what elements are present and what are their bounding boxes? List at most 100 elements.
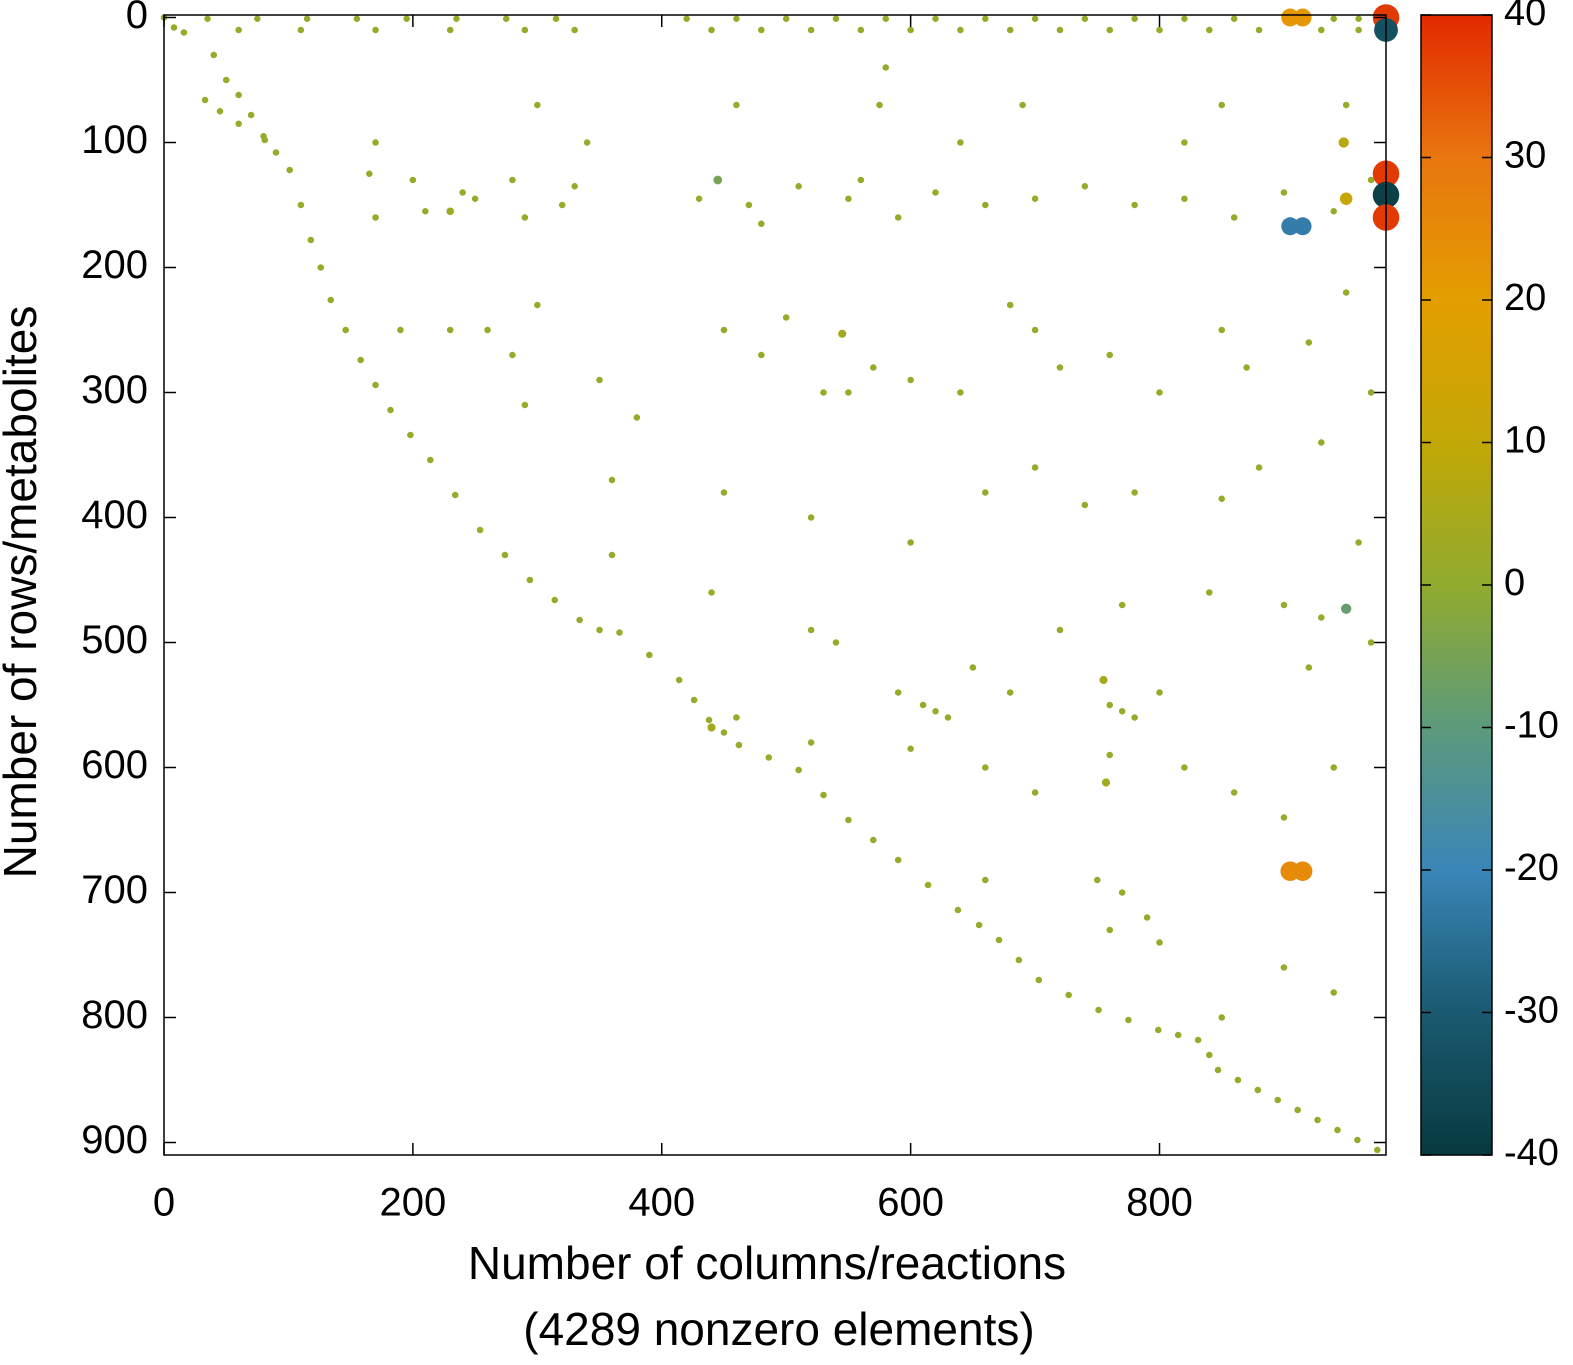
nonzero-element	[982, 15, 989, 23]
nonzero-element	[982, 764, 989, 771]
nonzero-element	[1206, 26, 1213, 34]
nonzero-element	[1280, 964, 1288, 971]
nonzero-element	[272, 149, 280, 156]
nonzero-element	[1031, 464, 1039, 471]
nonzero-element	[342, 326, 349, 334]
nonzero-element	[713, 175, 723, 185]
nonzero-element	[707, 723, 716, 732]
nonzero-element	[1106, 26, 1114, 34]
nonzero-element	[1101, 778, 1111, 787]
nonzero-element	[708, 26, 715, 34]
nonzero-element	[708, 589, 715, 596]
nonzero-element	[1031, 789, 1039, 796]
nonzero-element	[969, 664, 977, 671]
nonzero-element	[733, 15, 740, 23]
nonzero-element	[1367, 389, 1375, 396]
nonzero-element	[210, 51, 218, 59]
colorbar-tick-label: 20	[1504, 277, 1546, 319]
nonzero-element	[509, 351, 516, 359]
nonzero-element	[1156, 389, 1163, 396]
nonzero-element	[1234, 1076, 1242, 1084]
nonzero-element	[1081, 182, 1089, 190]
nonzero-element	[1280, 814, 1288, 821]
nonzero-element	[1338, 137, 1349, 148]
nonzero-element	[1243, 364, 1250, 371]
nonzero-element	[1342, 289, 1350, 296]
nonzero-element	[1255, 464, 1263, 471]
nonzero-element	[1181, 15, 1188, 23]
nonzero-element	[576, 616, 583, 624]
nonzero-element	[1081, 501, 1089, 509]
x-tick-label: 0	[153, 1181, 175, 1225]
nonzero-element	[646, 651, 653, 659]
nonzero-element	[235, 120, 242, 128]
nonzero-element	[1006, 301, 1014, 309]
nonzero-element	[957, 26, 964, 34]
colorbar-tick-label: 0	[1504, 562, 1525, 604]
nonzero-element	[409, 176, 417, 184]
nonzero-element	[204, 15, 211, 23]
nonzero-element	[975, 921, 983, 929]
nonzero-element	[534, 101, 541, 109]
nonzero-element	[907, 376, 914, 384]
nonzero-element	[1218, 326, 1226, 334]
nonzero-element	[476, 526, 484, 534]
y-tick-label: 700	[81, 868, 148, 912]
nonzero-element	[1318, 26, 1325, 34]
nonzero-element	[857, 176, 865, 184]
nonzero-element	[1334, 1126, 1341, 1134]
nonzero-element	[733, 714, 740, 721]
nonzero-element	[807, 26, 815, 34]
nonzero-element	[372, 214, 379, 221]
nonzero-element	[1206, 589, 1213, 596]
nonzero-element	[1294, 1106, 1301, 1114]
nonzero-element	[954, 906, 962, 914]
nonzero-element	[366, 170, 373, 178]
colorbar-tick-label: -20	[1504, 847, 1559, 889]
nonzero-element	[1143, 914, 1151, 921]
nonzero-element	[1318, 439, 1325, 446]
nonzero-element	[758, 351, 765, 359]
nonzero-element	[201, 96, 209, 104]
nonzero-element	[907, 26, 914, 34]
nonzero-element	[387, 406, 394, 414]
nonzero-element	[552, 15, 560, 23]
nonzero-element	[957, 139, 964, 146]
nonzero-element	[583, 139, 591, 146]
colorbar	[1420, 14, 1493, 1156]
nonzero-element	[222, 76, 230, 84]
nonzero-element	[838, 329, 847, 338]
nonzero-element	[501, 551, 509, 559]
nonzero-element	[216, 107, 224, 115]
nonzero-element	[571, 182, 578, 190]
nonzero-element	[758, 220, 765, 228]
nonzero-element	[845, 816, 852, 824]
nonzero-element	[247, 111, 255, 119]
nonzero-element	[1174, 1031, 1182, 1039]
colorbar-tick-label: 30	[1504, 135, 1546, 177]
colorbar-tick-label: 10	[1504, 420, 1546, 462]
nonzero-element	[995, 936, 1003, 944]
nonzero-element	[1342, 101, 1350, 109]
nonzero-element	[924, 881, 932, 889]
x-tick-label: 400	[628, 1181, 695, 1225]
nonzero-element	[1206, 1051, 1213, 1059]
nonzero-element	[1314, 1116, 1321, 1124]
nonzero-element	[705, 716, 713, 724]
nonzero-element	[1081, 15, 1089, 23]
nonzero-element	[1218, 1014, 1226, 1021]
nonzero-element	[1015, 956, 1023, 964]
nonzero-element	[422, 207, 429, 215]
nonzero-element	[944, 714, 952, 721]
nonzero-element	[170, 24, 178, 31]
y-tick-label: 600	[81, 743, 148, 787]
nonzero-element	[795, 766, 802, 774]
nonzero-element	[1339, 192, 1353, 205]
nonzero-element	[1031, 195, 1039, 203]
nonzero-element	[1218, 101, 1226, 109]
nonzero-element	[820, 389, 827, 396]
nonzero-element	[907, 539, 914, 546]
nonzero-element	[446, 207, 455, 216]
nonzero-element	[720, 729, 728, 736]
